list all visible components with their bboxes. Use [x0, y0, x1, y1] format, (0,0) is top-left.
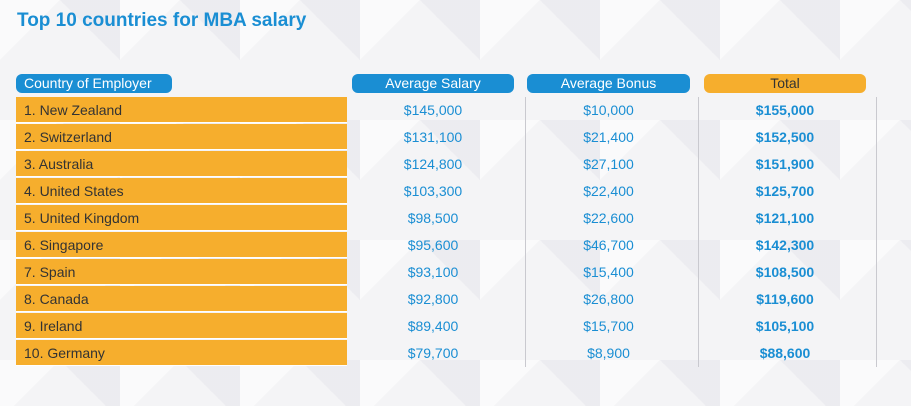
header-total: Total	[704, 74, 866, 93]
total-cell: $142,300	[755, 237, 815, 253]
bonus-cell: $15,400	[583, 264, 634, 280]
total-cell: $121,100	[755, 210, 815, 226]
country-cell: 9. Ireland	[16, 313, 347, 339]
bonus-cell: $15,700	[583, 318, 634, 334]
total-cell: $152,500	[755, 129, 815, 145]
total-cell: $108,500	[755, 264, 815, 280]
salary-cell: $79,700	[407, 345, 459, 361]
country-cell: 5. United Kingdom	[16, 205, 347, 231]
bonus-cell: $22,600	[583, 210, 634, 226]
total-cell: $151,900	[755, 156, 815, 172]
table-row: 6. Singapore $95,600 $46,700 $142,300	[0, 232, 911, 259]
header-average-bonus: Average Bonus	[527, 74, 690, 93]
bonus-cell: $27,100	[583, 156, 634, 172]
country-cell: 6. Singapore	[16, 232, 347, 258]
total-cell: $155,000	[755, 102, 815, 118]
salary-cell: $145,000	[403, 102, 463, 118]
table-row: 2. Switzerland $131,100 $21,400 $152,500	[0, 124, 911, 151]
table-row: 4. United States $103,300 $22,400 $125,700	[0, 178, 911, 205]
table-row: 5. United Kingdom $98,500 $22,600 $121,100	[0, 205, 911, 232]
salary-cell: $131,100	[403, 129, 463, 145]
salary-cell: $124,800	[403, 156, 463, 172]
table-row: 8. Canada $92,800 $26,800 $119,600	[0, 286, 911, 313]
total-cell: $105,100	[755, 318, 815, 334]
country-cell: 2. Switzerland	[16, 124, 347, 150]
total-cell: $119,600	[756, 291, 814, 307]
table-row: 7. Spain $93,100 $15,400 $108,500	[0, 259, 911, 286]
country-cell: 10. Germany	[16, 340, 347, 366]
bonus-cell: $10,000	[583, 102, 634, 118]
bonus-cell: $22,400	[583, 183, 634, 199]
page-title: Top 10 countries for MBA salary	[17, 10, 307, 31]
country-cell: 8. Canada	[16, 286, 347, 312]
salary-cell: $95,600	[407, 237, 459, 253]
table-row: 3. Australia $124,800 $27,100 $151,900	[0, 151, 911, 178]
salary-cell: $103,300	[403, 183, 463, 199]
country-cell: 7. Spain	[16, 259, 347, 285]
total-cell: $125,700	[755, 183, 815, 199]
table-row: 10. Germany $79,700 $8,900 $88,600	[0, 340, 911, 367]
country-cell: 4. United States	[16, 178, 347, 204]
column-divider	[876, 97, 877, 367]
header-average-salary: Average Salary	[352, 74, 514, 93]
bonus-cell: $21,400	[583, 129, 634, 145]
table-row: 9. Ireland $89,400 $15,700 $105,100	[0, 313, 911, 340]
bonus-cell: $46,700	[583, 237, 634, 253]
country-cell: 1. New Zealand	[16, 97, 347, 123]
bonus-cell: $8,900	[587, 345, 630, 361]
header-country: Country of Employer	[16, 74, 172, 93]
bonus-cell: $26,800	[583, 291, 634, 307]
salary-cell: $93,100	[407, 264, 459, 280]
salary-cell: $98,500	[407, 210, 459, 226]
salary-cell: $92,800	[407, 291, 459, 307]
table-row: 1. New Zealand $145,000 $10,000 $155,000	[0, 97, 911, 124]
column-divider	[525, 97, 526, 367]
column-divider	[698, 97, 699, 367]
salary-cell: $89,400	[407, 318, 459, 334]
country-cell: 3. Australia	[16, 151, 347, 177]
total-cell: $88,600	[759, 345, 811, 361]
